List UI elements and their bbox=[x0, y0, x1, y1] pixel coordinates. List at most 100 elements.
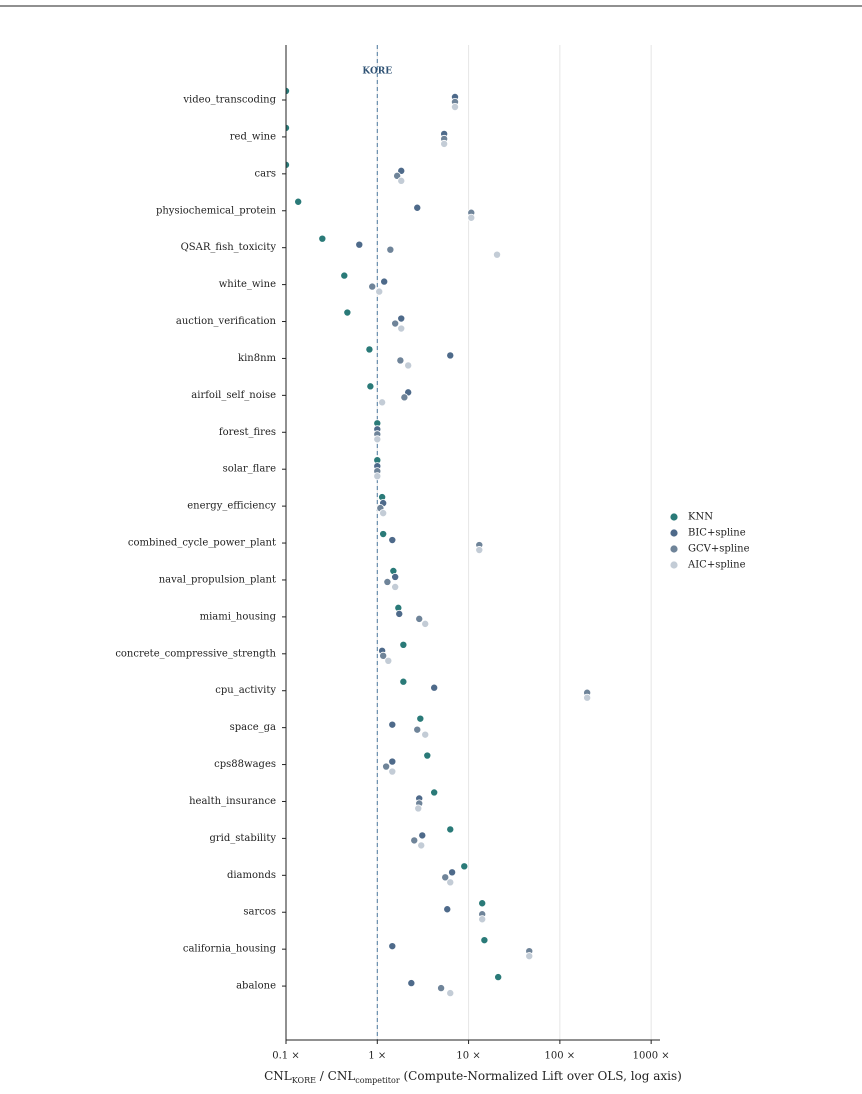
x-tick-label: 1 × bbox=[368, 1051, 386, 1062]
dot bbox=[397, 314, 406, 323]
dot bbox=[460, 862, 469, 871]
x-axis-label-part: (Compute-Normalized Lift over OLS, log a… bbox=[400, 1069, 682, 1083]
dot bbox=[373, 435, 382, 444]
y-tick-label: grid_stability bbox=[209, 833, 276, 844]
dot bbox=[478, 899, 487, 908]
y-tick-label: abalone bbox=[236, 981, 276, 992]
grid bbox=[285, 45, 652, 1040]
dot bbox=[475, 546, 484, 555]
dot bbox=[478, 915, 487, 924]
dot bbox=[379, 530, 388, 539]
dot bbox=[382, 762, 391, 771]
x-axis-label-subscript: competitor bbox=[355, 1076, 400, 1085]
dot bbox=[391, 582, 400, 591]
y-tick-label: sarcos bbox=[243, 907, 276, 918]
dot bbox=[443, 905, 452, 914]
x-axis-label-part: CNL bbox=[264, 1069, 292, 1083]
dot bbox=[430, 683, 439, 692]
dot bbox=[494, 973, 503, 982]
dot bbox=[446, 878, 455, 887]
dot bbox=[379, 651, 388, 660]
dot bbox=[421, 619, 430, 628]
dot bbox=[343, 308, 352, 317]
y-tick-label: energy_efficiency bbox=[187, 501, 276, 512]
y-tick-label: kin8nm bbox=[238, 353, 277, 364]
y-tick-label: airfoil_self_noise bbox=[191, 390, 276, 401]
dot bbox=[416, 714, 425, 723]
dot bbox=[399, 640, 408, 649]
y-tick-label: red_wine bbox=[230, 131, 276, 142]
dot bbox=[423, 751, 432, 760]
y-tick-label: health_insurance bbox=[189, 796, 276, 807]
dot bbox=[294, 197, 303, 206]
legend-label: GCV+spline bbox=[688, 544, 750, 555]
dot bbox=[318, 234, 327, 243]
dot bbox=[383, 577, 392, 586]
legend-marker bbox=[670, 513, 678, 521]
y-tick-label: combined_cycle_power_plant bbox=[128, 538, 276, 549]
x-axis-label: CNLKORE / CNLcompetitor (Compute-Normali… bbox=[264, 1069, 682, 1085]
y-tick-label: cpu_activity bbox=[215, 685, 276, 696]
dot bbox=[368, 282, 377, 291]
dot bbox=[448, 868, 457, 877]
dot bbox=[430, 788, 439, 797]
dot bbox=[286, 160, 290, 169]
dot bbox=[379, 509, 388, 518]
dot bbox=[404, 361, 413, 370]
y-tick-label: naval_propulsion_plant bbox=[159, 574, 276, 585]
dot bbox=[373, 472, 382, 481]
dot bbox=[286, 123, 290, 132]
dot bbox=[410, 836, 419, 845]
dot bbox=[380, 277, 389, 286]
x-axis-label-part: / CNL bbox=[316, 1069, 355, 1083]
dot bbox=[375, 287, 384, 296]
legend-label: AIC+spline bbox=[687, 560, 746, 571]
dot bbox=[391, 319, 400, 328]
dot bbox=[417, 841, 426, 850]
dot bbox=[441, 873, 450, 882]
dot bbox=[415, 614, 424, 623]
x-tick-label: 10 × bbox=[456, 1051, 480, 1062]
y-tick-label: miami_housing bbox=[200, 611, 277, 622]
legend-label: BIC+spline bbox=[688, 528, 746, 539]
dot bbox=[388, 720, 397, 729]
y-tick-label: cps88wages bbox=[214, 759, 276, 770]
x-axis-label-subscript: KORE bbox=[292, 1076, 316, 1085]
dot bbox=[450, 103, 459, 112]
reference-label: KORE bbox=[362, 67, 392, 77]
dot bbox=[493, 250, 502, 259]
dot bbox=[399, 677, 408, 686]
dot bbox=[407, 979, 416, 988]
dot bbox=[388, 942, 397, 951]
y-tick-label: diamonds bbox=[227, 870, 276, 881]
y-tick-label: physiochemical_protein bbox=[156, 205, 277, 216]
dot bbox=[397, 324, 406, 333]
dot bbox=[440, 139, 449, 148]
legend-label: KNN bbox=[688, 512, 713, 523]
dot bbox=[400, 393, 409, 402]
dot bbox=[388, 757, 397, 766]
dot bbox=[388, 767, 397, 776]
y-tick-label: video_transcoding bbox=[182, 95, 276, 106]
legend-marker bbox=[670, 561, 678, 569]
dot bbox=[355, 240, 364, 249]
plot-area bbox=[286, 87, 592, 998]
dot bbox=[396, 356, 405, 365]
y-tick-label: auction_verification bbox=[176, 316, 277, 327]
dot bbox=[384, 656, 393, 665]
y-tick-label: space_ga bbox=[230, 722, 276, 733]
dot bbox=[391, 572, 400, 581]
dot bbox=[467, 213, 476, 222]
dot bbox=[366, 382, 375, 391]
dot bbox=[421, 730, 430, 739]
y-tick-label: california_housing bbox=[183, 944, 277, 955]
dot bbox=[437, 984, 446, 993]
dot bbox=[414, 804, 423, 813]
x-tick-label: 100 × bbox=[545, 1051, 576, 1062]
y-tick-label: QSAR_fish_toxicity bbox=[181, 242, 277, 253]
axes: 0.1 × 1 × 10 × 100 × 1000 × KORE video_transco… bbox=[115, 45, 750, 1085]
legend-marker bbox=[670, 529, 678, 537]
dot bbox=[386, 245, 395, 254]
dot bbox=[418, 831, 427, 840]
dot bbox=[583, 693, 592, 702]
